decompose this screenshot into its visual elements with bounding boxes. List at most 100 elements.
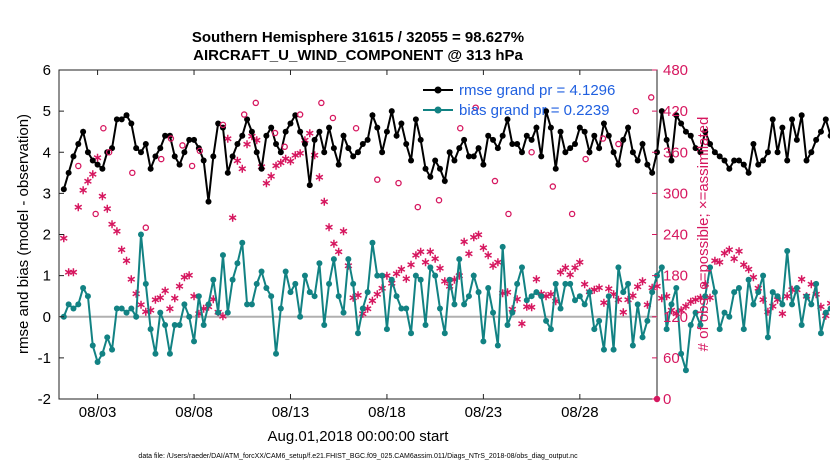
obs-assimilated-point: ∗ — [136, 297, 146, 311]
bias-point — [224, 309, 231, 316]
obs-assimilated-point: ∗ — [724, 243, 734, 257]
bias-point — [123, 309, 130, 316]
bias-point — [822, 309, 829, 316]
obs-assimilated-point: ∗ — [420, 255, 430, 269]
obs-assimilated-point: ∗ — [662, 289, 672, 303]
obs-assimilated-point: ∗ — [88, 167, 98, 181]
obs-assimilated-point: ∗ — [377, 281, 387, 295]
obs-possible-point — [491, 177, 499, 185]
bias-point — [764, 334, 771, 341]
obs-assimilated-point: ∗ — [290, 148, 300, 162]
bias-point — [277, 305, 284, 312]
bias-point — [456, 256, 463, 263]
y-right-tick-label: 120 — [663, 309, 688, 326]
obs-assimilated-point: ∗ — [551, 294, 561, 308]
x-tick-label: 08/18 — [368, 404, 406, 421]
rmse-point — [258, 165, 265, 172]
bias-point — [321, 321, 328, 328]
rmse-point — [80, 128, 87, 135]
bias-point — [639, 334, 646, 341]
obs-assimilated-point: ∗ — [266, 169, 276, 183]
obs-assimilated-point: ∗ — [782, 289, 792, 303]
bias-point — [576, 293, 583, 300]
obs-assimilated-point: ∗ — [305, 126, 315, 140]
rmse-point — [547, 124, 554, 131]
rmse-point — [485, 132, 492, 139]
bias-point — [716, 326, 723, 333]
bias-point — [731, 289, 738, 296]
obs-assimilated-point: ∗ — [348, 291, 358, 305]
bias-point — [326, 280, 333, 287]
obs-possible-point — [505, 210, 512, 218]
obs-assimilated-point: ∗ — [652, 279, 662, 293]
bias-point — [436, 305, 443, 312]
rmse-point — [576, 124, 583, 131]
obs-assimilated-point: ∗ — [440, 274, 450, 288]
rmse-point — [779, 124, 786, 131]
bias-point — [485, 284, 492, 291]
obs-assimilated-point: ∗ — [329, 236, 339, 250]
rmse-point — [692, 145, 699, 152]
rmse-point — [658, 108, 665, 115]
bias-point — [557, 305, 564, 312]
rmse-point — [697, 149, 704, 156]
y-left-tick-label: 3 — [43, 185, 51, 202]
x-tick-label: 08/08 — [175, 404, 213, 421]
y-left-tick-label: -2 — [38, 391, 51, 408]
bias-point — [306, 289, 313, 296]
bias-point — [176, 321, 183, 328]
rmse-point — [716, 153, 723, 160]
rmse-point — [142, 141, 149, 148]
bias-point — [166, 350, 173, 357]
obs-assimilated-point: ∗ — [570, 260, 580, 274]
rmse-point — [567, 145, 574, 152]
obs-assimilated-point: ∗ — [748, 270, 758, 284]
obs-assimilated-point: ∗ — [300, 133, 310, 147]
rmse-point — [133, 145, 140, 152]
bias-point — [229, 276, 236, 283]
obs-possible-point — [374, 176, 381, 183]
obs-assimilated-point: ∗ — [146, 303, 156, 317]
obs-assimilated-point: ∗ — [416, 245, 426, 259]
obs-assimilated-point: ∗ — [763, 304, 773, 318]
rmse-point — [499, 132, 506, 139]
rmse-point — [774, 149, 781, 156]
rmse-point — [330, 145, 337, 152]
bias-point — [215, 309, 222, 316]
obs-assimilated-point: ∗ — [618, 305, 628, 319]
obs-assimilated-point: ∗ — [522, 299, 532, 313]
rmse-point — [123, 112, 130, 119]
obs-assimilated-point: ∗ — [160, 284, 170, 298]
y-right-axis: 0 60 120 180 240 300 360 420 480 — [652, 62, 688, 408]
bias-point — [210, 276, 217, 283]
rmse-point — [461, 136, 468, 143]
obs-assimilated-point: ∗ — [560, 260, 570, 274]
obs-assimilated-point: ∗ — [642, 297, 652, 311]
bias-point — [480, 338, 487, 345]
obs-assimilated-point: ∗ — [78, 183, 88, 197]
obs-possible-point — [240, 111, 248, 118]
obs-assimilated-point: ∗ — [589, 282, 599, 296]
rmse-point — [137, 149, 144, 156]
bias-point — [461, 301, 468, 308]
rmse-point — [813, 136, 820, 143]
bias-point — [678, 350, 685, 357]
obs-assimilated-point: ∗ — [710, 254, 720, 268]
rmse-point — [523, 132, 530, 139]
rmse-point — [591, 132, 598, 139]
bias-point — [316, 260, 323, 267]
bias-point — [234, 260, 241, 267]
obs-possible-point — [435, 196, 443, 204]
bias-point — [350, 280, 357, 287]
rmse-point — [465, 153, 472, 160]
bias-point — [104, 334, 111, 341]
bias-point — [490, 309, 497, 316]
bias-point — [147, 326, 154, 333]
bias-point — [514, 280, 521, 287]
obs-assimilated-point: ∗ — [155, 291, 165, 305]
obs-possible-point — [528, 148, 535, 156]
bias-point — [109, 346, 116, 353]
rmse-point — [731, 157, 738, 164]
rmse-point — [89, 157, 96, 164]
obs-assimilated-point: ∗ — [715, 255, 725, 269]
